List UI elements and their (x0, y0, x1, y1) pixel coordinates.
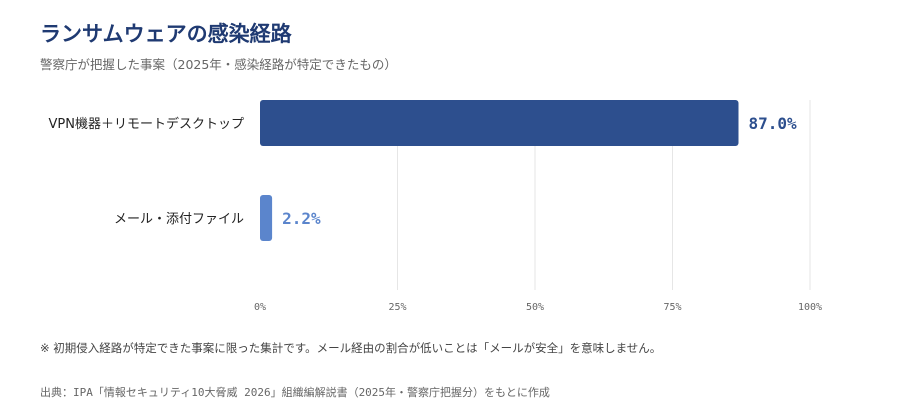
value-label: 87.0% (749, 114, 798, 133)
x-tick-label: 50% (526, 302, 544, 313)
labels: VPN機器＋リモートデスクトップ 87.0% メール・添付ファイル 2.2% (49, 114, 798, 228)
value-label: 2.2% (282, 209, 321, 228)
category-label: VPN機器＋リモートデスクトップ (49, 116, 244, 132)
x-tick-label: 100% (798, 302, 822, 313)
x-tick-label: 0% (254, 302, 266, 313)
x-tick-label: 25% (388, 302, 406, 313)
chart-title: ランサムウェアの感染経路 (40, 22, 292, 46)
chart-source: 出典：IPA「情報セキュリティ10大脅威 2026」組織編解説書（2025年・警… (40, 386, 550, 399)
x-axis-ticks: 0% 25% 50% 75% 100% (254, 302, 822, 313)
chart-note: ※ 初期侵入経路が特定できた事案に限った集計です。メール経由の割合が低いことは「… (40, 341, 662, 355)
bar (260, 195, 273, 241)
bar-chart: VPN機器＋リモートデスクトップ 87.0% メール・添付ファイル 2.2% 0% 25… (49, 100, 822, 313)
category-label: メール・添付ファイル (114, 212, 244, 227)
x-tick-label: 75% (663, 302, 681, 313)
bars (260, 100, 739, 241)
chart-subtitle: 警察庁が把握した事案（2025年・感染経路が特定できたもの） (40, 57, 397, 72)
bar (260, 100, 739, 146)
